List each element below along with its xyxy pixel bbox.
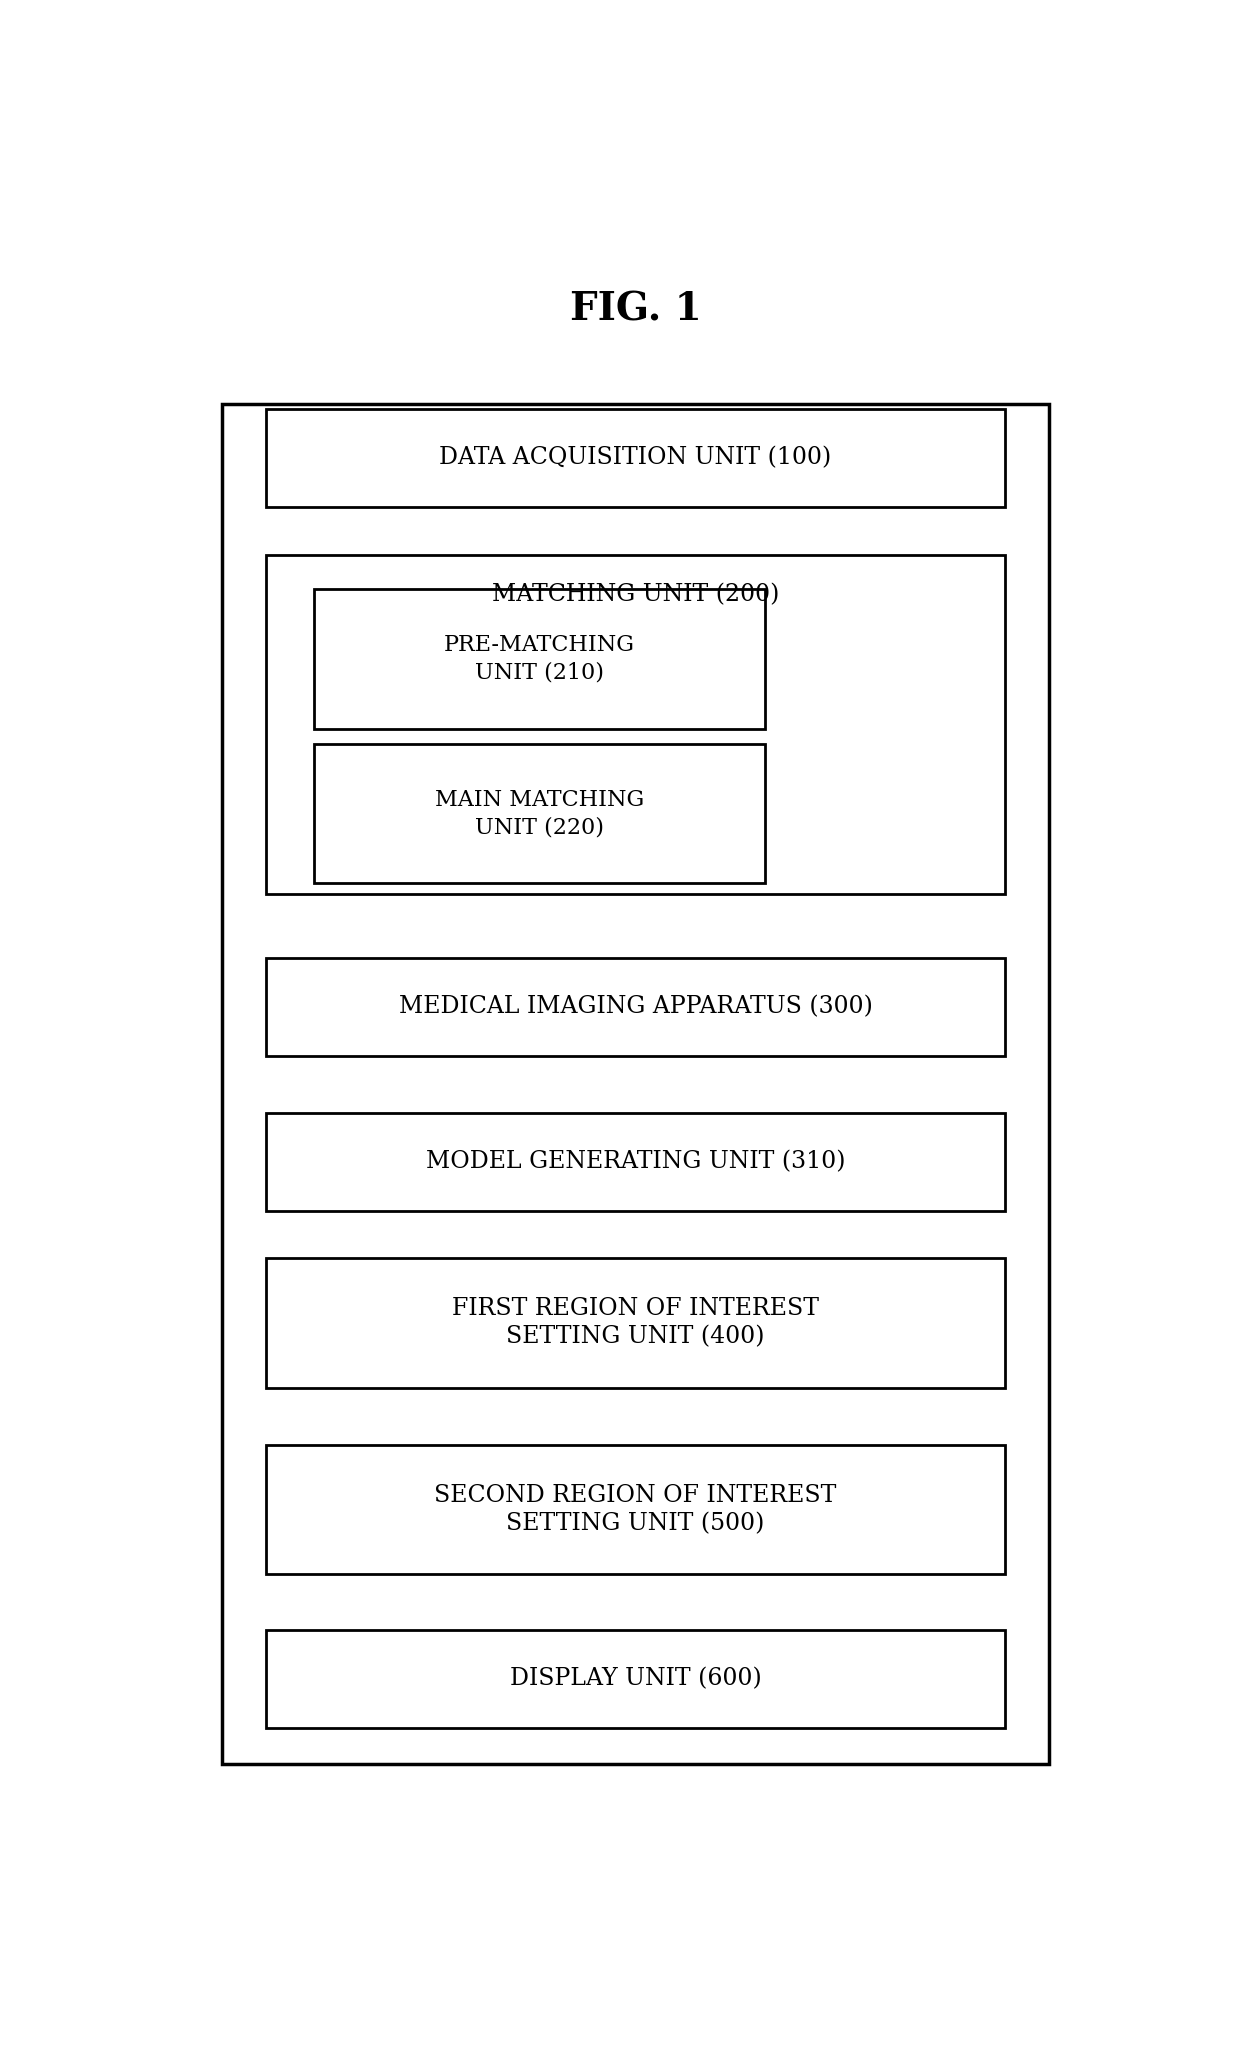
Text: FIRST REGION OF INTEREST
SETTING UNIT (400): FIRST REGION OF INTEREST SETTING UNIT (4…: [453, 1297, 818, 1349]
Text: SECOND REGION OF INTEREST
SETTING UNIT (500): SECOND REGION OF INTEREST SETTING UNIT (…: [434, 1484, 837, 1536]
Bar: [265, 1258, 1006, 1388]
Text: DISPLAY UNIT (600): DISPLAY UNIT (600): [510, 1667, 761, 1690]
Bar: [265, 957, 1006, 1055]
Text: PRE-MATCHING
UNIT (210): PRE-MATCHING UNIT (210): [444, 634, 635, 684]
Text: MATCHING UNIT (200): MATCHING UNIT (200): [492, 583, 779, 606]
Bar: [314, 589, 765, 729]
Bar: [265, 1113, 1006, 1211]
Bar: [222, 404, 1049, 1764]
Text: DATA ACQUISITION UNIT (100): DATA ACQUISITION UNIT (100): [439, 448, 832, 470]
Bar: [265, 554, 1006, 895]
Bar: [265, 1630, 1006, 1727]
Text: MODEL GENERATING UNIT (310): MODEL GENERATING UNIT (310): [425, 1150, 846, 1172]
Text: FIG. 1: FIG. 1: [569, 292, 702, 328]
Text: MEDICAL IMAGING APPARATUS (300): MEDICAL IMAGING APPARATUS (300): [398, 996, 873, 1018]
Bar: [314, 745, 765, 883]
Text: MAIN MATCHING
UNIT (220): MAIN MATCHING UNIT (220): [435, 788, 644, 838]
Bar: [265, 1445, 1006, 1575]
Bar: [265, 409, 1006, 507]
